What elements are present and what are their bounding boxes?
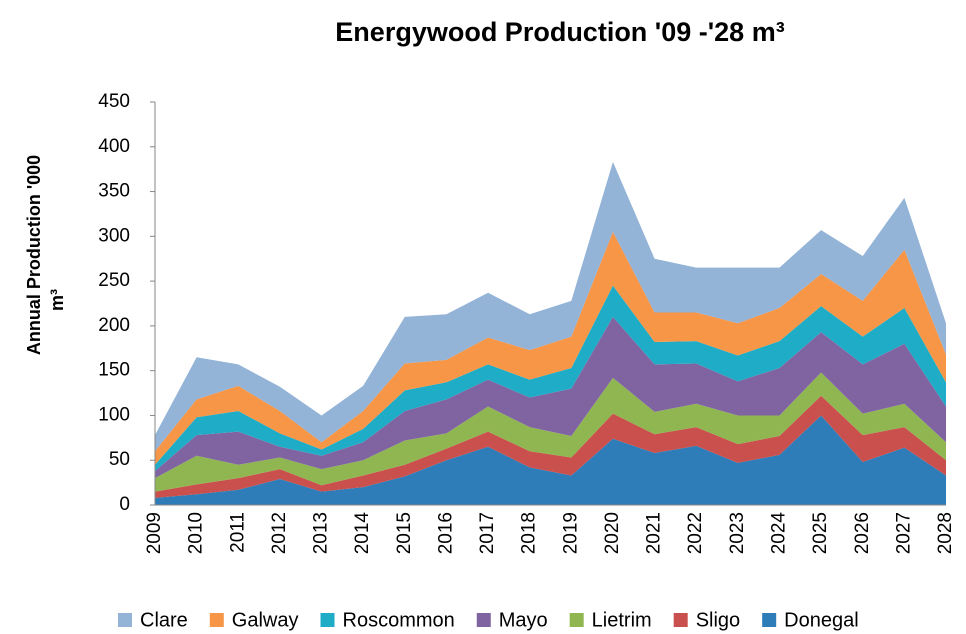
x-tick-label: 2010 bbox=[186, 512, 207, 554]
area bbox=[155, 395, 946, 498]
y-axis-label: m³ bbox=[47, 289, 67, 311]
legend-swatch bbox=[762, 613, 777, 627]
x-tick-label: 2024 bbox=[768, 512, 789, 555]
legend-label: Roscommon bbox=[343, 609, 455, 631]
legend-swatch bbox=[320, 613, 335, 627]
x-tick-label: 2014 bbox=[352, 512, 373, 555]
y-axis-label: Annual Production '000 bbox=[24, 155, 44, 355]
x-tick-label: 2028 bbox=[935, 512, 956, 554]
y-tick-label: 150 bbox=[98, 360, 130, 381]
y-tick-label: 400 bbox=[98, 136, 130, 157]
x-tick-label: 2021 bbox=[644, 512, 665, 554]
x-tick-label: 2017 bbox=[477, 512, 498, 554]
legend-swatch bbox=[673, 613, 688, 627]
legend-label: Galway bbox=[232, 609, 299, 631]
y-tick-label: 250 bbox=[98, 270, 130, 291]
y-tick-label: 350 bbox=[98, 181, 130, 202]
x-tick-label: 2020 bbox=[602, 512, 623, 554]
y-tick-label: 450 bbox=[98, 91, 130, 112]
chart-title: Energywood Production '09 -'28 m³ bbox=[335, 17, 784, 47]
area bbox=[155, 285, 946, 471]
y-tick-label: 0 bbox=[119, 494, 130, 515]
legend-swatch bbox=[476, 613, 491, 627]
x-tick-label: 2019 bbox=[560, 512, 581, 554]
x-tick-label: 2026 bbox=[852, 512, 873, 554]
legend-swatch bbox=[569, 613, 584, 627]
legend-swatch bbox=[209, 613, 224, 627]
x-tick-label: 2013 bbox=[311, 512, 332, 554]
x-tick-label: 2018 bbox=[519, 512, 540, 554]
x-tick-label: 2011 bbox=[227, 512, 248, 553]
x-tick-label: 2025 bbox=[810, 512, 831, 554]
x-tick-label: 2016 bbox=[435, 512, 456, 554]
area bbox=[155, 316, 946, 479]
x-tick-label: 2023 bbox=[727, 512, 748, 554]
y-tick-label: 200 bbox=[98, 315, 130, 336]
legend-label: Sligo bbox=[696, 609, 740, 631]
legend-label: Clare bbox=[140, 609, 188, 631]
x-tick-label: 2022 bbox=[685, 512, 706, 554]
legend-swatch bbox=[118, 613, 132, 627]
x-tick-label: 2015 bbox=[394, 512, 415, 554]
x-tick-label: 2012 bbox=[269, 512, 290, 554]
area bbox=[155, 231, 946, 465]
area bbox=[155, 415, 946, 505]
y-tick-label: 50 bbox=[109, 449, 130, 470]
x-tick-label: 2027 bbox=[893, 512, 914, 554]
legend-label: Donegal bbox=[784, 609, 859, 631]
y-tick-label: 100 bbox=[98, 404, 130, 425]
x-tick-label: 2009 bbox=[144, 512, 165, 554]
y-tick-label: 300 bbox=[98, 225, 130, 246]
legend-label: Mayo bbox=[499, 609, 548, 631]
legend-label: Lietrim bbox=[592, 609, 652, 631]
area bbox=[155, 372, 946, 492]
